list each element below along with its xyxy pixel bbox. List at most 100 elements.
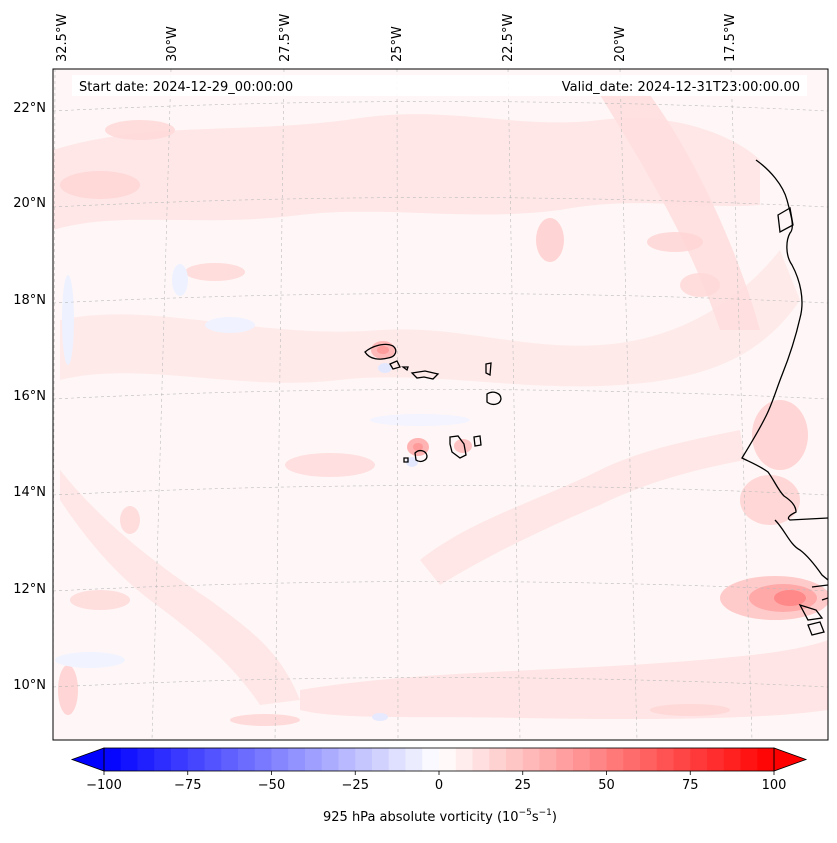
colorbar-label-mid: s <box>532 810 539 825</box>
colorbar-segment <box>640 748 658 771</box>
latitude-labels: 22°N 20°N 18°N 16°N 14°N 12°N 10°N <box>13 101 46 693</box>
island-boa-vista <box>486 391 502 406</box>
island-fogo <box>414 449 428 463</box>
colorbar-segment <box>355 748 373 771</box>
coastlines <box>741 159 828 636</box>
colorbar-segment <box>288 748 306 771</box>
lon-label: 25°W <box>390 26 405 62</box>
vorticity-blob <box>647 232 703 252</box>
vorticity-blob <box>536 218 564 262</box>
map-panel <box>53 69 828 740</box>
vorticity-blob <box>740 475 800 525</box>
colorbar-label-end: ) <box>552 810 557 825</box>
colorbar-tick-label: 25 <box>514 778 531 793</box>
island-brava <box>403 457 409 463</box>
start-date-label: Start date: 2024-12-29_00:00:00 <box>79 80 293 95</box>
meridian <box>396 69 399 740</box>
vorticity-band-mid <box>420 430 745 585</box>
colorbar-segment <box>489 748 507 771</box>
colorbar-label-main: 925 hPa absolute vorticity (10 <box>323 810 519 825</box>
negative-vorticity-patch <box>62 275 74 365</box>
colorbar-tick-label: −50 <box>258 778 285 793</box>
colorbar-segment <box>422 748 440 771</box>
colorbar-segment <box>740 748 758 771</box>
parallel <box>53 101 828 112</box>
meridian <box>730 69 753 740</box>
colorbar-segment <box>137 748 155 771</box>
colorbar-segment <box>104 748 122 771</box>
lat-label: 10°N <box>13 678 46 693</box>
cape-verde-islands <box>364 343 502 463</box>
lat-label: 12°N <box>13 582 46 597</box>
colorbar-segment <box>372 748 390 771</box>
island-sal <box>485 362 492 377</box>
african-coastline <box>811 584 828 588</box>
lon-label: 22.5°W <box>501 14 516 62</box>
vorticity-peak <box>413 443 423 451</box>
negative-vorticity-patch <box>378 363 392 373</box>
african-coastline <box>777 206 794 234</box>
colorbar-tick-label: 0 <box>435 778 443 793</box>
vorticity-blob <box>230 714 300 726</box>
vorticity-band-central <box>60 250 800 387</box>
african-coastline <box>774 519 828 581</box>
colorbar-segment <box>556 748 574 771</box>
negative-vorticity-patch <box>205 317 255 333</box>
parallel <box>53 677 828 688</box>
meridian <box>507 69 521 740</box>
vorticity-peak <box>774 590 806 606</box>
colorbar-segment <box>221 748 239 771</box>
meridian <box>619 69 638 740</box>
vorticity-peak <box>454 439 472 453</box>
colorbar-segment <box>723 748 741 771</box>
african-coastline <box>807 621 825 636</box>
valid-date-label: Valid_date: 2024-12-31T23:00:00.00 <box>562 80 800 95</box>
parallel <box>53 581 828 592</box>
colorbar-segment <box>405 748 423 771</box>
colorbar-segment <box>171 748 189 771</box>
vorticity-blob <box>105 120 175 140</box>
colorbar-tick-label: −100 <box>86 778 122 793</box>
colorbar-extend-high <box>773 747 808 772</box>
colorbar-segment <box>707 748 725 771</box>
vorticity-blob <box>60 171 140 199</box>
colorbar-segments <box>104 748 775 771</box>
date-header-background <box>72 75 807 96</box>
colorbar-tick-label: 75 <box>682 778 699 793</box>
lat-label: 18°N <box>13 293 46 308</box>
lon-label: 20°W <box>613 26 628 62</box>
vorticity-blob <box>58 665 78 715</box>
colorbar-segment <box>573 748 591 771</box>
island-santo-antao <box>364 343 397 360</box>
lon-label: 32.5°W <box>55 14 70 62</box>
colorbar-segment <box>606 748 624 771</box>
colorbar-tick-label: 50 <box>598 778 615 793</box>
colorbar-segment <box>656 748 674 771</box>
lon-label: 27.5°W <box>278 14 293 62</box>
vorticity-blob <box>680 273 720 297</box>
colorbar-segment <box>338 748 356 771</box>
colorbar-segment <box>439 748 457 771</box>
colorbar-segment <box>120 748 138 771</box>
vorticity-field <box>53 95 828 726</box>
vorticity-band-north <box>53 114 760 230</box>
parallel <box>53 293 828 304</box>
colorbar-segment <box>204 748 222 771</box>
island-sao-nicolau <box>410 370 440 380</box>
negative-vorticity-patch <box>372 713 388 721</box>
parallel <box>53 389 828 400</box>
lon-label: 30°W <box>165 26 180 62</box>
parallel <box>53 197 828 208</box>
lon-label: 17.5°W <box>723 14 738 62</box>
african-coastline <box>821 597 828 601</box>
vorticity-blob <box>650 704 730 716</box>
colorbar-tick-label: −25 <box>342 778 369 793</box>
lat-label: 20°N <box>13 196 46 211</box>
colorbar-segment <box>589 748 607 771</box>
vorticity-blob <box>185 263 245 281</box>
colorbar-tick-label: −75 <box>174 778 201 793</box>
colorbar-segment <box>321 748 339 771</box>
colorbar-segment <box>506 748 524 771</box>
lat-label: 14°N <box>13 485 46 500</box>
island-sao-vicente <box>389 360 401 370</box>
